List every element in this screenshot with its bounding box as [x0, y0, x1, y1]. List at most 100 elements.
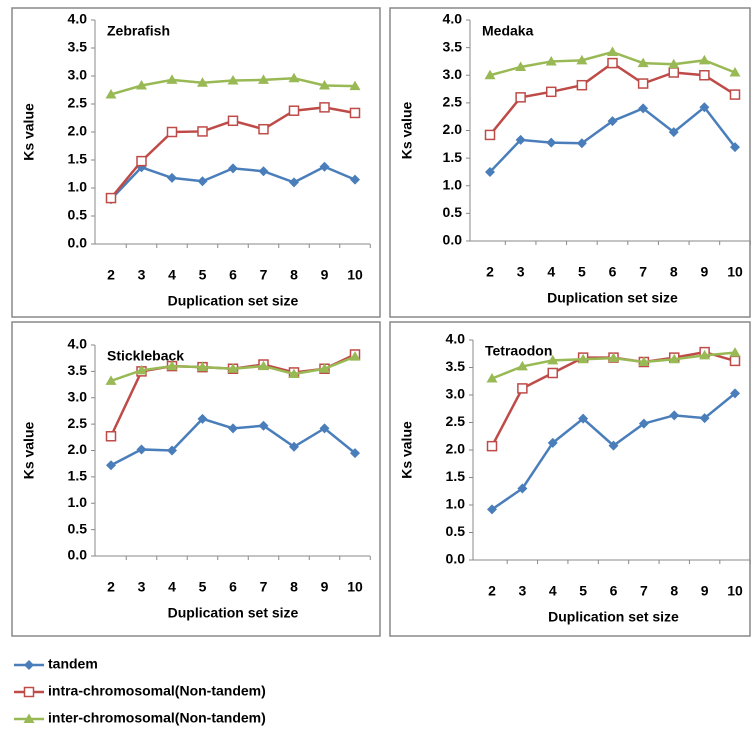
y-tick-label: 2.5	[443, 94, 463, 110]
y-tick-label: 3.0	[446, 386, 466, 402]
panel: 0.0 0.5 1.0 1.5 2.0 2.5 3.0 3.5 4.0 2 3 4 5 6 7 8 9 10 Tet…	[389, 321, 751, 637]
marker	[136, 155, 147, 167]
x-tick-label: 2	[486, 264, 494, 280]
marker	[197, 126, 208, 137]
y-tick-label: 3.5	[68, 362, 88, 378]
marker	[515, 61, 527, 71]
marker	[637, 57, 649, 68]
marker	[105, 431, 117, 442]
y-tick-label: 4.0	[443, 11, 463, 27]
marker	[608, 440, 619, 451]
marker	[576, 54, 588, 65]
panel-frame	[389, 321, 751, 637]
marker	[319, 363, 330, 373]
marker	[545, 55, 557, 66]
marker	[24, 660, 34, 670]
marker	[699, 413, 710, 424]
marker	[228, 423, 238, 434]
marker	[638, 103, 649, 114]
marker	[607, 116, 618, 127]
y-tick-label: 0.5	[446, 523, 466, 539]
marker	[258, 74, 269, 84]
panel: 0.0 0.5 1.0 1.5 2.0 2.5 3.0 3.5 4.0 2 3 4 5 6 7 8 9 10 Sti…	[11, 321, 381, 637]
marker	[289, 441, 299, 452]
marker	[197, 176, 208, 187]
marker	[577, 353, 589, 364]
marker	[576, 79, 588, 91]
y-tick-label: 0.0	[443, 232, 463, 248]
marker	[227, 115, 239, 127]
marker	[578, 413, 589, 424]
chart-title: Zebrafish	[107, 23, 170, 39]
marker	[515, 134, 526, 145]
x-tick-label: 6	[229, 579, 237, 595]
marker	[289, 177, 299, 188]
marker	[105, 375, 117, 385]
marker	[166, 360, 178, 371]
marker	[485, 166, 495, 177]
x-tick-label: 3	[138, 579, 146, 595]
marker	[546, 137, 557, 148]
marker	[729, 355, 741, 367]
marker	[258, 123, 269, 135]
y-axis-label: Ks value	[399, 101, 415, 159]
x-tick-label: 2	[488, 583, 496, 599]
y-tick-label: 3.0	[68, 67, 88, 83]
marker	[668, 353, 680, 364]
y-tick-label: 2.0	[443, 121, 463, 137]
y-tick-label: 1.0	[443, 176, 463, 192]
x-tick-label: 9	[700, 264, 708, 280]
y-tick-label: 1.5	[68, 468, 88, 484]
marker	[258, 420, 269, 431]
marker	[484, 129, 496, 141]
y-tick-label: 2.5	[446, 413, 466, 429]
marker	[166, 126, 178, 138]
y-tick-label: 2.0	[446, 441, 466, 457]
x-tick-label: 4	[549, 583, 557, 599]
chart-title: Tetraodon	[485, 343, 552, 359]
x-tick-label: 7	[260, 579, 268, 595]
marker	[228, 163, 238, 174]
x-tick-label: 7	[640, 583, 648, 599]
x-tick-label: 4	[168, 267, 176, 283]
marker	[349, 107, 361, 119]
y-tick-label: 2.0	[68, 441, 88, 457]
marker	[350, 448, 360, 459]
y-tick-label: 2.5	[68, 415, 88, 431]
y-tick-label: 1.5	[443, 149, 463, 165]
x-tick-label: 6	[610, 583, 618, 599]
x-tick-label: 8	[670, 583, 678, 599]
marker	[23, 713, 35, 723]
x-tick-label: 5	[579, 583, 587, 599]
x-tick-label: 10	[347, 579, 363, 595]
legend-label: intra-chromosomal(Non-tandem)	[48, 683, 266, 699]
y-axis-label: Ks value	[399, 421, 415, 479]
x-tick-label: 9	[321, 267, 329, 283]
marker	[136, 364, 147, 375]
marker	[105, 88, 117, 99]
y-tick-label: 4.0	[68, 336, 88, 352]
y-tick-label: 4.0	[446, 331, 466, 347]
x-tick-label: 10	[727, 264, 743, 280]
y-tick-label: 0.0	[68, 235, 88, 251]
marker	[484, 69, 496, 80]
marker	[258, 360, 269, 371]
marker	[547, 354, 559, 365]
marker	[167, 172, 177, 183]
y-tick-label: 0.0	[446, 551, 466, 567]
marker	[546, 86, 557, 98]
marker	[288, 368, 300, 379]
marker	[350, 174, 360, 185]
x-tick-label: 3	[518, 583, 526, 599]
marker	[607, 57, 618, 69]
x-tick-label: 5	[199, 579, 207, 595]
y-tick-label: 3.5	[443, 38, 463, 54]
marker	[319, 423, 330, 434]
marker	[669, 410, 680, 421]
x-tick-label: 6	[229, 267, 237, 283]
y-axis-label: Ks value	[21, 421, 37, 479]
marker	[319, 161, 330, 172]
marker	[487, 504, 497, 515]
marker	[607, 46, 618, 57]
